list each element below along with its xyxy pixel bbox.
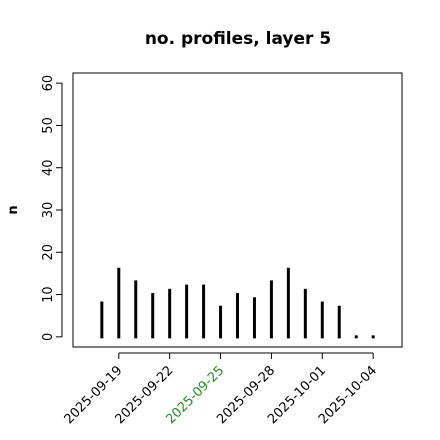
plot-box xyxy=(72,72,403,348)
y-tick-label: 20 xyxy=(41,244,56,261)
y-tick-label: 60 xyxy=(41,75,56,92)
y-tick-label: 40 xyxy=(41,159,56,176)
y-axis-label: n xyxy=(6,205,21,214)
chart-title: no. profiles, layer 5 xyxy=(145,29,331,49)
y-tick-label: 30 xyxy=(41,202,56,219)
y-tick-label: 10 xyxy=(41,286,56,303)
y-tick-label: 50 xyxy=(41,117,56,134)
y-tick-label: 0 xyxy=(41,333,56,341)
